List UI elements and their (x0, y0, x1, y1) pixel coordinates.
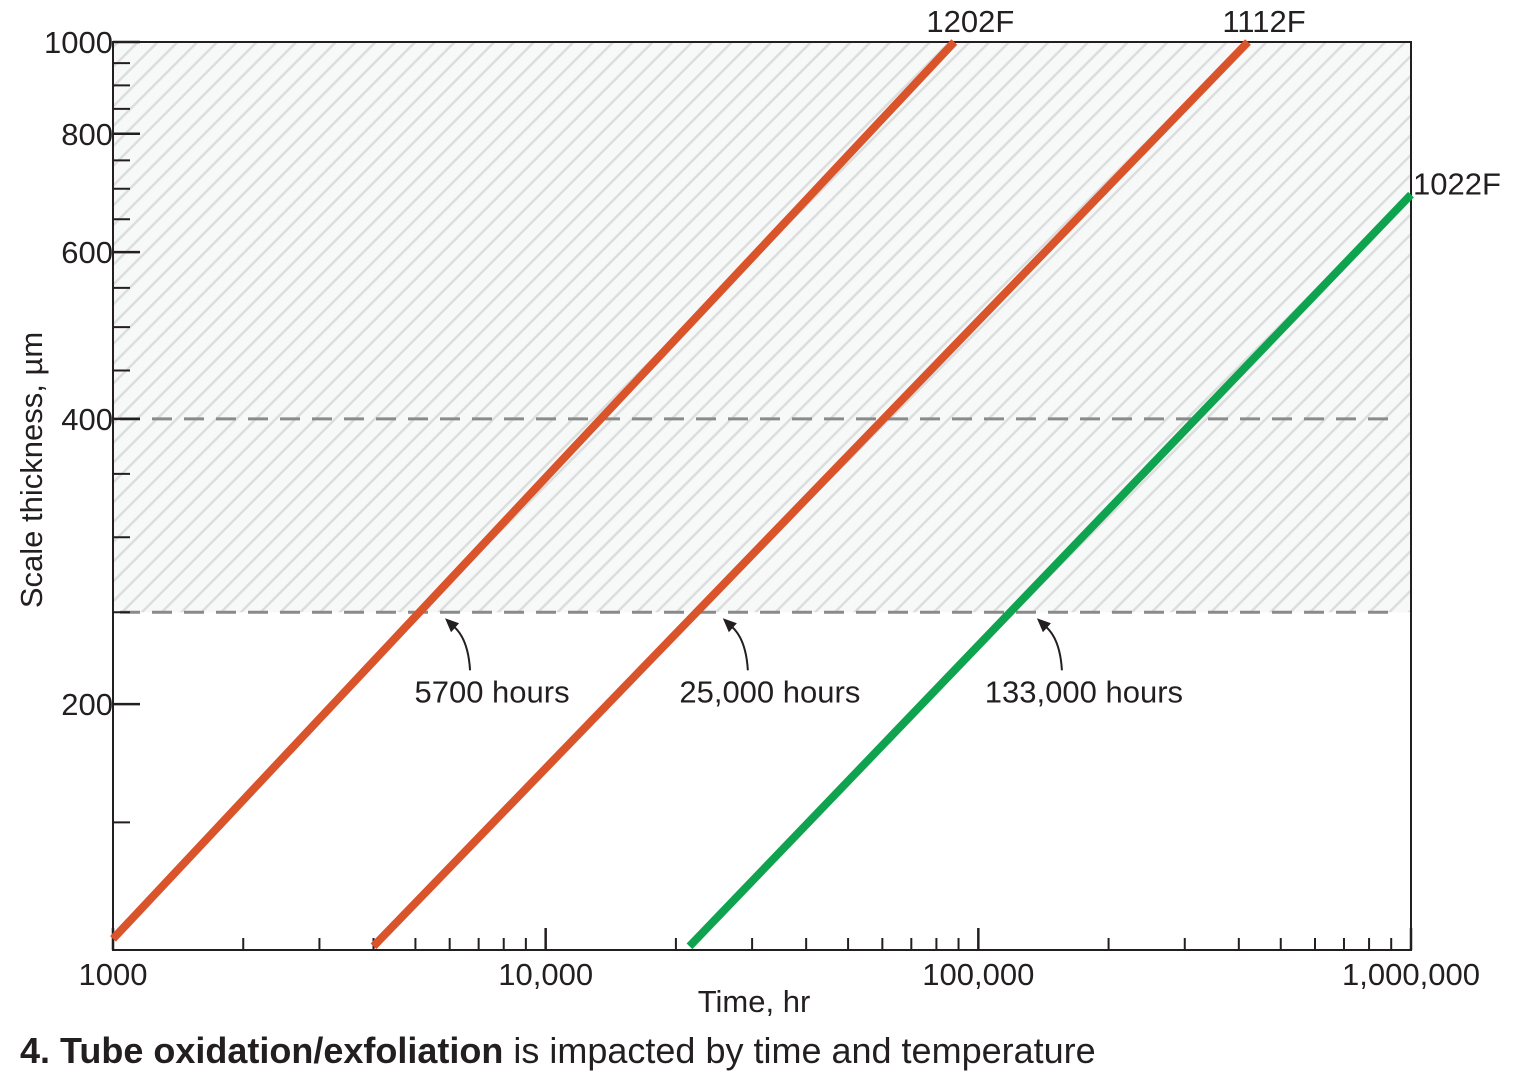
y-tick-label: 400 (61, 402, 113, 437)
caption-rest: is impacted by time and temperature (503, 1030, 1096, 1071)
x-axis-label: Time, hr (698, 984, 811, 1019)
y-tick-label: 1000 (44, 25, 113, 60)
annotation-arrowhead (722, 618, 737, 633)
series-label: 1112F (1222, 4, 1305, 39)
annotation-arrow (450, 623, 472, 671)
x-tick-label: 100,000 (922, 957, 1034, 992)
series-label: 1022F (1413, 167, 1501, 202)
annotation-arrowhead (445, 618, 460, 633)
series-label: 1202F (926, 4, 1014, 39)
annotation-label: 133,000 hours (985, 674, 1183, 709)
annotation-arrowhead (1036, 618, 1051, 633)
caption-bold: 4. Tube oxidation/exfoliation (20, 1030, 504, 1071)
x-tick-label: 10,000 (498, 957, 593, 992)
annotation-label: 5700 hours (414, 674, 569, 709)
chart: 1000 10,000 100,000 1,000,000 200 400 600 800 10… (14, 4, 1501, 1019)
x-tick-label: 1,000,000 (1342, 957, 1480, 992)
series-line-1022F (686, 191, 1414, 950)
shaded-region (113, 42, 1411, 613)
annotation-arrow (728, 623, 749, 671)
x-tick-label: 1000 (79, 957, 148, 992)
y-tick-label: 600 (61, 235, 113, 270)
figure-caption: 4. Tube oxidation/exfoliation is impacte… (20, 1030, 1096, 1072)
series-line-1202F (110, 39, 958, 942)
series-line-1112F (370, 39, 1251, 950)
y-tick-label: 200 (61, 687, 113, 722)
y-tick-label: 800 (61, 117, 113, 152)
y-axis-label: Scale thickness, µm (14, 332, 49, 608)
annotation-arrow (1042, 623, 1063, 671)
annotation-label: 25,000 hours (679, 674, 860, 709)
plot-frame (112, 41, 1412, 951)
